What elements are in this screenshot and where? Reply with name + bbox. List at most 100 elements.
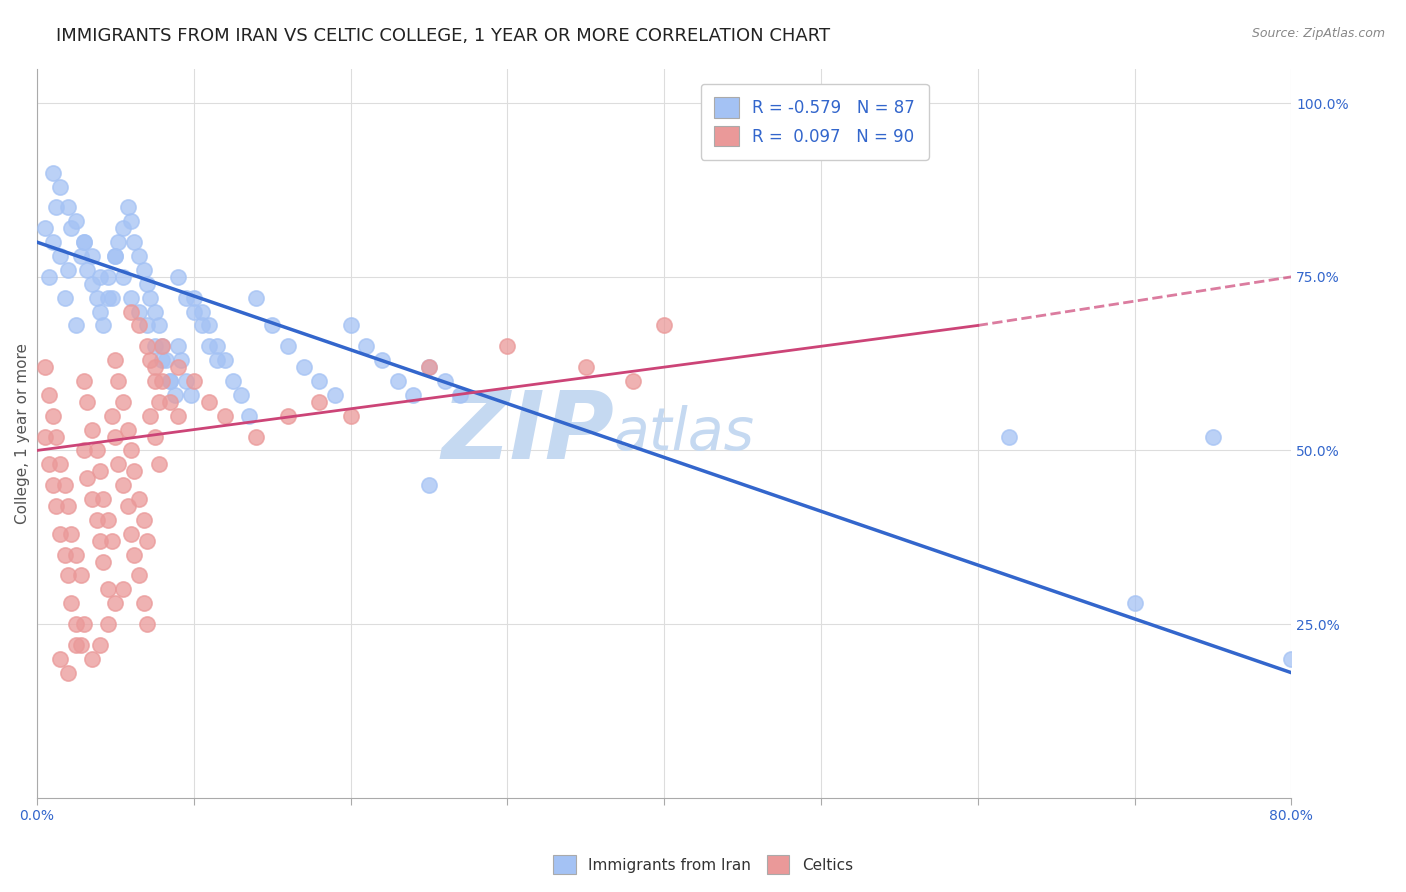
Point — [418, 360, 440, 375]
Point — [1279, 652, 1302, 666]
Point — [128, 249, 150, 263]
Point — [34, 221, 56, 235]
Point — [76, 471, 98, 485]
Point — [38, 458, 60, 472]
Point — [402, 388, 425, 402]
Point — [214, 409, 236, 423]
Point — [73, 617, 96, 632]
Point — [150, 374, 173, 388]
Point — [96, 582, 118, 597]
Point — [49, 526, 72, 541]
Point — [174, 291, 197, 305]
Point — [139, 409, 162, 423]
Point — [135, 617, 157, 632]
Point — [387, 374, 409, 388]
Point — [135, 318, 157, 333]
Text: atlas: atlas — [614, 405, 755, 461]
Point — [41, 235, 63, 249]
Point — [308, 374, 330, 388]
Point — [117, 499, 139, 513]
Point — [80, 277, 103, 291]
Point — [96, 269, 118, 284]
Point — [371, 353, 394, 368]
Point — [132, 513, 155, 527]
Point — [112, 582, 135, 597]
Point — [122, 235, 145, 249]
Point — [76, 395, 98, 409]
Point — [58, 201, 80, 215]
Point — [155, 353, 177, 368]
Point — [418, 478, 440, 492]
Y-axis label: College, 1 year or more: College, 1 year or more — [15, 343, 30, 524]
Point — [190, 304, 212, 318]
Point — [65, 638, 87, 652]
Point — [80, 491, 103, 506]
Point — [575, 360, 598, 375]
Point — [128, 491, 150, 506]
Point — [73, 235, 96, 249]
Point — [277, 409, 299, 423]
Point — [207, 353, 229, 368]
Point — [277, 339, 299, 353]
Point — [89, 638, 111, 652]
Point — [107, 374, 129, 388]
Point — [89, 304, 111, 318]
Point — [128, 568, 150, 582]
Point — [198, 339, 221, 353]
Point — [120, 526, 142, 541]
Point — [96, 617, 118, 632]
Point — [143, 429, 166, 443]
Point — [65, 617, 87, 632]
Point — [70, 249, 93, 263]
Point — [128, 318, 150, 333]
Point — [104, 596, 127, 610]
Point — [96, 513, 118, 527]
Point — [117, 201, 139, 215]
Point — [150, 339, 173, 353]
Point — [150, 353, 173, 368]
Point — [135, 277, 157, 291]
Point — [49, 458, 72, 472]
Point — [292, 360, 315, 375]
Point — [38, 388, 60, 402]
Point — [120, 443, 142, 458]
Point — [180, 388, 202, 402]
Point — [34, 429, 56, 443]
Point — [112, 478, 135, 492]
Text: Source: ZipAtlas.com: Source: ZipAtlas.com — [1251, 27, 1385, 40]
Point — [143, 374, 166, 388]
Point — [323, 388, 346, 402]
Point — [222, 374, 245, 388]
Point — [65, 214, 87, 228]
Legend: Immigrants from Iran, Celtics: Immigrants from Iran, Celtics — [547, 849, 859, 880]
Point — [41, 409, 63, 423]
Point — [60, 596, 83, 610]
Point — [117, 423, 139, 437]
Point — [135, 339, 157, 353]
Point — [143, 339, 166, 353]
Point — [1202, 429, 1225, 443]
Point — [65, 548, 87, 562]
Point — [198, 318, 221, 333]
Legend: R = -0.579   N = 87, R =  0.097   N = 90: R = -0.579 N = 87, R = 0.097 N = 90 — [700, 84, 928, 160]
Point — [621, 374, 644, 388]
Point — [58, 263, 80, 277]
Point — [245, 429, 267, 443]
Point — [101, 291, 124, 305]
Point — [167, 409, 190, 423]
Point — [73, 374, 96, 388]
Point — [262, 318, 284, 333]
Point — [139, 291, 162, 305]
Point — [339, 318, 361, 333]
Point — [104, 353, 127, 368]
Point — [167, 360, 190, 375]
Point — [73, 443, 96, 458]
Point — [122, 548, 145, 562]
Point — [53, 291, 76, 305]
Point — [70, 638, 93, 652]
Point — [150, 339, 173, 353]
Point — [49, 179, 72, 194]
Point — [86, 513, 108, 527]
Point — [89, 464, 111, 478]
Point — [53, 478, 76, 492]
